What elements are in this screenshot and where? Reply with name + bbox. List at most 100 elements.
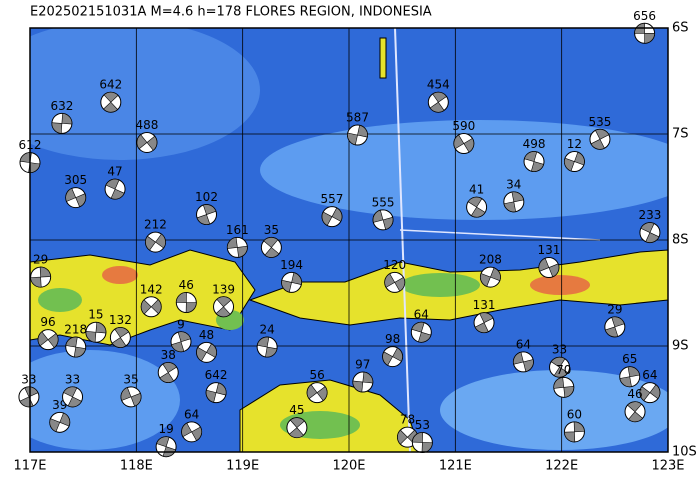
focal-mechanism (260, 236, 282, 258)
depth-label: 233 (638, 208, 661, 222)
focal-mechanism (619, 366, 641, 388)
depth-label: 218 (64, 323, 87, 337)
focal-mechanism (140, 296, 162, 318)
focal-mechanism (466, 196, 488, 218)
beachball-quadrant (140, 299, 162, 315)
beachball-quadrant (382, 347, 403, 366)
depth-label: 587 (346, 111, 369, 125)
depth-label: 656 (633, 9, 656, 23)
beachball-quadrant (85, 321, 107, 343)
focal-mechanism (639, 222, 661, 244)
depth-label: 56 (309, 368, 324, 382)
depth-label: 98 (385, 332, 400, 346)
depth-label: 60 (567, 407, 582, 421)
depth-label: 454 (427, 78, 450, 92)
beachball-quadrant (474, 312, 494, 333)
depth-label: 97 (355, 358, 370, 372)
focal-mechanism (100, 91, 122, 113)
depth-label: 64 (642, 368, 657, 382)
depth-label: 33 (552, 343, 567, 357)
focal-mechanism (65, 336, 87, 358)
focal-mechanism (205, 382, 227, 404)
focal-mechanism (62, 386, 84, 408)
depth-label: 64 (516, 337, 531, 351)
beachball-quadrant (65, 336, 86, 358)
depth-label: 29 (33, 253, 48, 267)
beachball-quadrant (120, 387, 142, 407)
depth-label: 38 (161, 348, 176, 362)
depth-label: 70 (556, 363, 571, 377)
lat-tick-label: 7S (672, 127, 689, 142)
beachball-quadrant (467, 196, 486, 218)
depth-label: 498 (523, 137, 546, 151)
beachball-quadrant (49, 412, 70, 432)
focal-mechanism (226, 236, 248, 258)
depth-label: 65 (622, 352, 637, 366)
beachball-quadrant (263, 237, 280, 258)
beachball-quadrant (196, 343, 217, 362)
depth-label: 46 (179, 278, 194, 292)
beachball-quadrant (37, 331, 59, 348)
beachball-quadrant (372, 209, 394, 230)
focal-mechanism (170, 331, 192, 353)
focal-mechanism (352, 371, 374, 393)
focal-mechanism (18, 386, 40, 408)
focal-mechanism (427, 91, 449, 113)
beachball-quadrant (619, 366, 640, 388)
depth-label: 64 (414, 308, 429, 322)
depth-label: 131 (537, 243, 560, 257)
beachball-quadrant (480, 267, 501, 287)
beachball-quadrant (639, 384, 661, 402)
focal-mechanism (321, 206, 343, 228)
beachball-quadrant (19, 386, 39, 408)
beachball-quadrant (590, 129, 610, 150)
beachball-quadrant (503, 191, 524, 213)
depth-label: 642 (99, 78, 122, 92)
beachball-quadrant (524, 151, 544, 172)
beachball-quadrant (411, 321, 432, 343)
focal-mechanism (85, 321, 107, 343)
beachball-quadrant (513, 351, 534, 372)
lat-tick-label: 6S (672, 21, 689, 36)
beachball-quadrant (105, 178, 125, 200)
beachball-quadrant (640, 222, 660, 243)
beachball-quadrant (347, 124, 368, 146)
lon-tick-label: 123E (651, 459, 684, 474)
focal-mechanism (523, 151, 545, 173)
beachball-quadrant (51, 113, 73, 134)
depth-label: 142 (140, 282, 163, 296)
lat-tick-label: 8S (672, 233, 689, 248)
focal-mechanism (634, 22, 656, 44)
lat-tick-label: 10S (672, 445, 697, 460)
beachball-quadrant (103, 91, 119, 113)
beachball-quadrant (63, 386, 82, 408)
beachball-quadrant (111, 327, 130, 348)
depth-label: 9 (177, 317, 185, 331)
focal-mechanism (410, 321, 432, 343)
beachball-quadrant (145, 233, 166, 251)
beachball-quadrant (627, 401, 644, 423)
depth-label: 96 (40, 315, 55, 329)
focal-mechanism (563, 151, 585, 173)
beachball-quadrant (564, 421, 585, 443)
focal-mechanism (155, 436, 177, 458)
depth-label: 41 (469, 183, 484, 197)
focal-mechanism (503, 191, 525, 213)
depth-label: 53 (415, 418, 430, 432)
focal-mechanism (589, 128, 611, 150)
focal-mechanism (175, 292, 197, 314)
focal-mechanism (65, 187, 87, 209)
beachball-quadrant (281, 272, 302, 293)
depth-label: 161 (226, 223, 249, 237)
focal-mechanism (384, 271, 406, 293)
focal-mechanism (30, 266, 52, 288)
focal-mechanism (136, 131, 158, 153)
focal-mechanism (624, 401, 646, 423)
focal-mechanism (213, 296, 235, 318)
beachball-quadrant (227, 237, 248, 258)
focal-mechanism (181, 421, 203, 443)
depth-label: 194 (280, 258, 303, 272)
beachball-quadrant (453, 134, 475, 153)
beachball-quadrant (65, 188, 86, 208)
lon-tick-label: 120E (332, 459, 365, 474)
